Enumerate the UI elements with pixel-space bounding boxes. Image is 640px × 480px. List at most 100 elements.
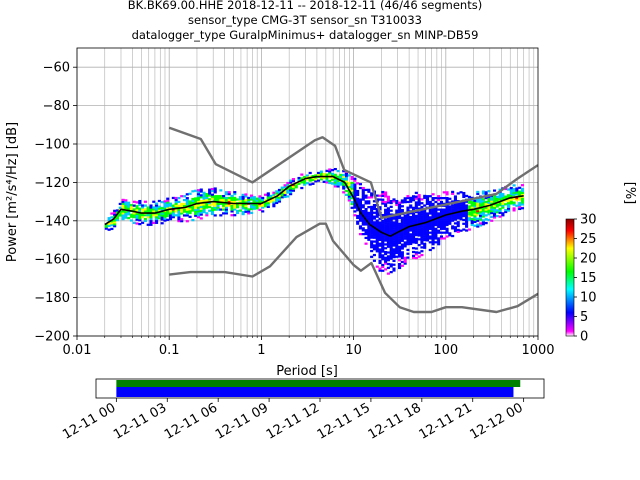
density-cell bbox=[361, 233, 365, 236]
density-cell bbox=[423, 231, 427, 234]
density-cell bbox=[506, 188, 511, 191]
density-cell bbox=[155, 206, 159, 209]
density-cell bbox=[398, 215, 402, 218]
density-cell bbox=[448, 209, 452, 212]
density-cell bbox=[467, 216, 471, 220]
density-cell bbox=[400, 208, 404, 212]
density-cell bbox=[350, 187, 354, 190]
density-cell bbox=[520, 201, 525, 204]
density-cell bbox=[395, 247, 399, 251]
y-tick-label: −60 bbox=[43, 61, 70, 76]
density-cell bbox=[400, 226, 404, 229]
density-cell bbox=[121, 212, 125, 215]
density-cell bbox=[423, 244, 427, 247]
density-cell bbox=[420, 198, 424, 201]
density-cell bbox=[191, 199, 195, 203]
density-cell bbox=[241, 207, 245, 210]
density-cell bbox=[389, 223, 393, 226]
density-cell bbox=[163, 206, 167, 209]
density-cell bbox=[353, 196, 357, 200]
density-cell bbox=[411, 197, 416, 200]
density-cell bbox=[398, 211, 402, 214]
density-cell bbox=[484, 210, 488, 213]
density-cell bbox=[138, 222, 142, 226]
density-cell bbox=[384, 218, 388, 221]
density-cell bbox=[439, 197, 444, 200]
density-cell bbox=[358, 213, 363, 217]
density-cell bbox=[367, 206, 371, 209]
density-cell bbox=[370, 240, 374, 243]
density-cell bbox=[247, 210, 251, 213]
density-cell bbox=[445, 220, 449, 223]
density-cell bbox=[300, 177, 304, 180]
density-cell bbox=[476, 213, 480, 217]
density-cell bbox=[395, 201, 399, 205]
density-cell bbox=[361, 192, 365, 195]
density-cell bbox=[347, 193, 351, 196]
density-cell bbox=[386, 209, 390, 212]
density-cell bbox=[431, 220, 435, 223]
density-cell bbox=[236, 206, 240, 209]
density-cell bbox=[166, 212, 170, 216]
density-cell bbox=[132, 208, 136, 211]
density-cell bbox=[358, 208, 363, 211]
density-cell bbox=[484, 221, 488, 225]
density-cell bbox=[138, 209, 142, 212]
density-cell bbox=[465, 217, 469, 221]
density-cell bbox=[476, 211, 480, 215]
y-tick-label: −160 bbox=[34, 253, 70, 268]
density-cell bbox=[384, 202, 388, 206]
density-cell bbox=[168, 202, 173, 205]
density-cell bbox=[434, 220, 438, 223]
density-cell bbox=[303, 181, 307, 184]
density-cell bbox=[199, 217, 203, 220]
density-cell bbox=[275, 194, 279, 197]
density-cell bbox=[143, 208, 147, 211]
density-cell bbox=[241, 203, 245, 206]
density-cell bbox=[456, 221, 460, 224]
density-cell bbox=[490, 208, 494, 211]
density-cell bbox=[378, 227, 382, 230]
density-cell bbox=[518, 207, 522, 211]
density-cell bbox=[213, 191, 217, 194]
density-cell bbox=[437, 241, 441, 244]
density-cell bbox=[308, 177, 312, 180]
density-cell bbox=[378, 248, 382, 251]
density-cell bbox=[442, 208, 446, 211]
density-cell bbox=[364, 208, 368, 211]
density-cell bbox=[185, 212, 189, 215]
density-cell bbox=[367, 188, 371, 191]
density-cell bbox=[520, 199, 525, 202]
density-cell bbox=[406, 227, 410, 230]
density-cell bbox=[520, 191, 525, 194]
density-cell bbox=[330, 176, 335, 179]
density-cell bbox=[224, 210, 228, 213]
density-cell bbox=[400, 255, 404, 258]
density-cell bbox=[411, 218, 416, 221]
density-cell bbox=[347, 195, 351, 198]
density-cell bbox=[495, 199, 499, 202]
density-cell bbox=[451, 227, 455, 230]
density-cell bbox=[512, 184, 516, 187]
density-cell bbox=[171, 210, 175, 213]
density-cell bbox=[194, 197, 198, 200]
density-cell bbox=[467, 228, 471, 231]
density-cell bbox=[367, 232, 371, 236]
density-cell bbox=[322, 176, 326, 180]
density-cell bbox=[381, 229, 385, 232]
density-cell bbox=[202, 197, 206, 200]
density-cell bbox=[272, 197, 276, 200]
density-cell bbox=[163, 213, 167, 216]
density-cell bbox=[392, 198, 396, 201]
density-cell bbox=[439, 200, 444, 204]
density-cell bbox=[286, 187, 290, 190]
density-cell bbox=[333, 173, 337, 176]
density-cell bbox=[386, 197, 390, 200]
density-cell bbox=[361, 188, 365, 192]
density-cell bbox=[434, 223, 438, 227]
density-cell bbox=[498, 202, 502, 205]
y-tick-label: −140 bbox=[34, 214, 70, 229]
time-tick-label: 12-11 06 bbox=[162, 400, 220, 442]
density-cell bbox=[196, 196, 201, 200]
density-cell bbox=[227, 193, 231, 196]
